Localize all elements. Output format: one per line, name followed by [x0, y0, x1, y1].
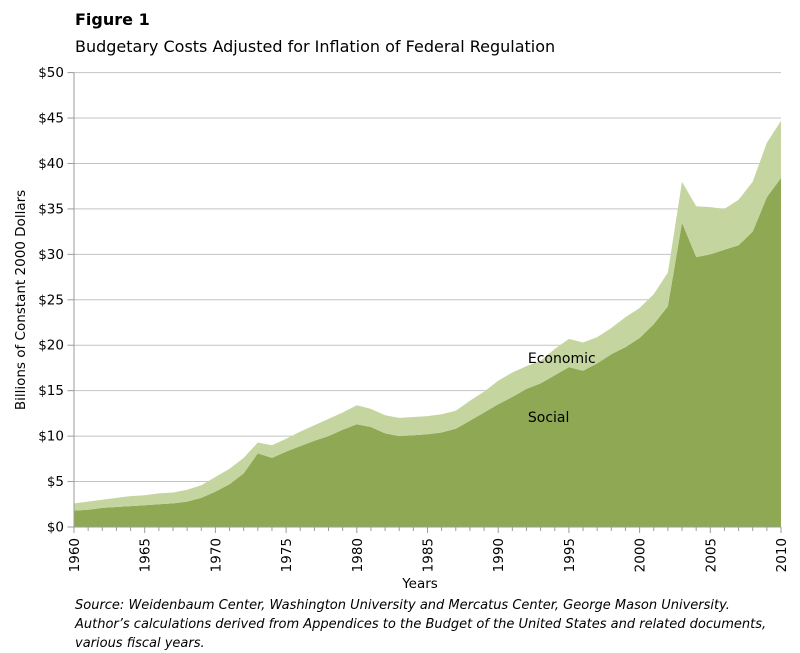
x-axis-ticks — [73, 527, 782, 533]
source-note-line: Author’s calculations derived from Appen… — [75, 617, 767, 632]
y-tick-label: $30 — [38, 247, 64, 263]
y-tick-label: $20 — [38, 338, 64, 354]
y-tick-label: $25 — [38, 292, 64, 308]
figure-label: Figure 1 — [75, 10, 150, 29]
y-tick-label: $10 — [38, 429, 64, 445]
source-note: Source: Weidenbaum Center, Washington Un… — [75, 596, 775, 653]
x-axis-title: Years — [401, 576, 438, 592]
y-tick-label: $35 — [38, 201, 64, 217]
source-note-line: Source: Weidenbaum Center, Washington Un… — [75, 598, 730, 613]
x-tick-label: 1970 — [208, 538, 224, 572]
x-tick-label: 2010 — [774, 538, 790, 572]
x-tick-label: 1995 — [562, 538, 578, 572]
y-tick-label: $5 — [47, 474, 64, 490]
economic-area-series — [74, 120, 781, 511]
x-tick-label: 2000 — [633, 538, 649, 572]
x-axis-tick-labels: 1960 1965 1970 1975 1980 1985 1990 1995 2000 2005… — [67, 538, 790, 572]
x-tick-label: 2005 — [703, 538, 719, 572]
y-axis-ticks — [67, 72, 74, 528]
y-tick-label: $40 — [38, 156, 64, 172]
social-area-series — [74, 178, 781, 527]
x-tick-label: 1975 — [279, 538, 295, 572]
y-tick-label: $50 — [38, 65, 64, 81]
y-axis-title: Billions of Constant 2000 Dollars — [13, 190, 29, 410]
y-tick-label: $15 — [38, 383, 64, 399]
x-tick-label: 1980 — [350, 538, 366, 572]
y-axis-tick-labels: $0 $5 $10 $15 $20 $25 $30 $35 $40 $45 $50 — [38, 65, 64, 535]
source-note-line: various fiscal years. — [75, 636, 205, 651]
y-tick-label: $0 — [47, 520, 64, 536]
y-tick-label: $45 — [38, 111, 64, 127]
economic-series-label: Economic — [528, 351, 596, 367]
x-tick-label: 1960 — [67, 538, 83, 572]
figure-title: Budgetary Costs Adjusted for Inflation o… — [75, 37, 556, 56]
figure-header: Figure 1 Budgetary Costs Adjusted for In… — [75, 10, 775, 57]
social-series-label: Social — [528, 410, 570, 426]
stacked-area-chart: $0 $5 $10 $15 $20 $25 $30 $35 $40 $45 $50 1960 1965… — [13, 65, 790, 592]
x-tick-label: 1965 — [138, 538, 154, 572]
x-tick-label: 1985 — [421, 538, 437, 572]
x-tick-label: 1990 — [491, 538, 507, 572]
